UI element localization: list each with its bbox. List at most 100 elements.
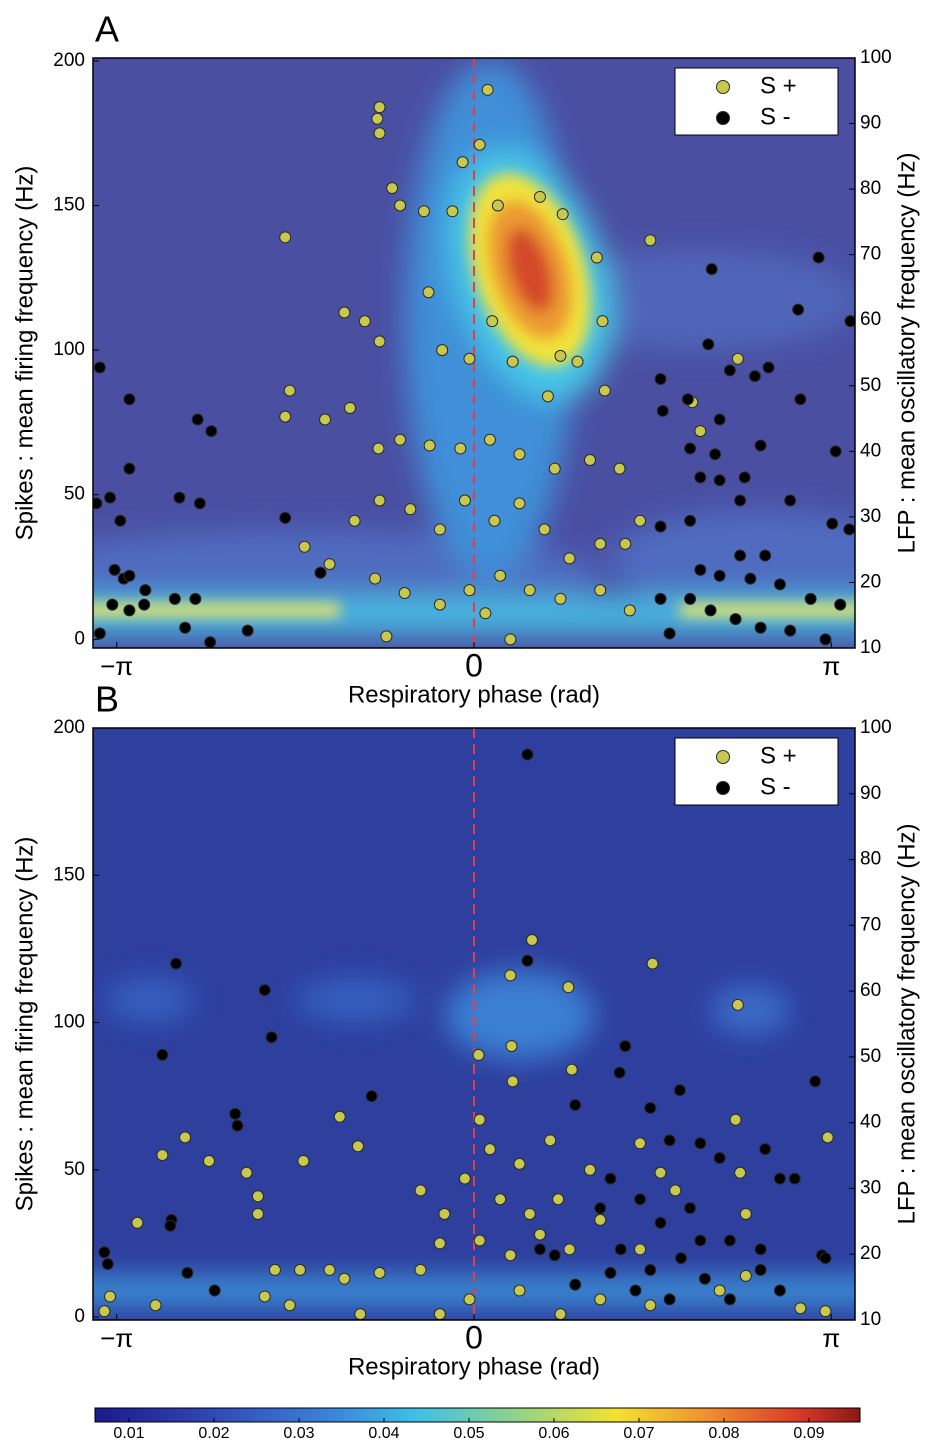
point (386, 182, 399, 195)
point (483, 433, 496, 446)
colorbar-tick-label: 0.02 (198, 1425, 229, 1442)
y2-tick-label: 90 (860, 113, 881, 134)
point (358, 315, 371, 328)
heatmap (93, 728, 855, 1320)
point (458, 1172, 471, 1185)
y2-tick-label: 20 (860, 1243, 881, 1264)
point (694, 1137, 707, 1150)
point (505, 1040, 518, 1053)
point (619, 1040, 632, 1053)
legend-label: S + (760, 72, 797, 99)
point (365, 1090, 378, 1103)
point (644, 1101, 657, 1114)
point (548, 1249, 561, 1262)
point (504, 1249, 517, 1262)
point (139, 584, 152, 597)
point (754, 439, 767, 452)
point (713, 413, 726, 426)
legend-label: S - (760, 773, 791, 800)
y2-tick-label: 60 (860, 309, 881, 330)
point (98, 1246, 111, 1259)
colorbar-tick-label: 0.06 (538, 1425, 569, 1442)
point (734, 549, 747, 562)
point (804, 592, 817, 605)
point (472, 1048, 485, 1061)
point (826, 517, 839, 530)
point (754, 1243, 767, 1256)
point (504, 633, 517, 646)
point (373, 494, 386, 507)
point (731, 998, 744, 1011)
y2-tick-label: 10 (860, 1309, 881, 1330)
point (556, 208, 569, 221)
point (819, 633, 832, 646)
point (483, 1143, 496, 1156)
point (170, 957, 183, 970)
point (156, 1149, 169, 1162)
point (834, 598, 847, 611)
point (101, 1258, 114, 1271)
colorbar-tick-label: 0.08 (708, 1425, 739, 1442)
point (108, 563, 121, 576)
point (634, 514, 647, 527)
point (404, 503, 417, 516)
point (569, 1278, 582, 1291)
y2-tick-label: 40 (860, 440, 881, 461)
point (713, 569, 726, 582)
legend-marker (716, 80, 730, 94)
point (205, 425, 218, 438)
point (594, 1202, 607, 1215)
colorbar-tick-label: 0.07 (623, 1425, 654, 1442)
point (563, 552, 576, 565)
point (754, 1263, 767, 1276)
x-axis-label: Respiratory phase (rad) (348, 681, 600, 708)
y2-tick-label: 20 (860, 571, 881, 592)
y-tick-label: 150 (53, 864, 85, 885)
point (463, 1293, 476, 1306)
point (433, 1308, 446, 1320)
point (204, 636, 217, 648)
point (552, 1193, 565, 1206)
point (773, 1172, 786, 1185)
y-tick-label: 100 (53, 339, 85, 360)
point (844, 315, 855, 328)
point (565, 1063, 578, 1076)
point (634, 1193, 647, 1206)
point (279, 231, 292, 244)
point (454, 442, 467, 455)
legend-marker (716, 750, 730, 764)
point (348, 514, 361, 527)
point (829, 445, 842, 458)
point (684, 1202, 697, 1215)
point (538, 523, 551, 536)
point (373, 335, 386, 348)
colorbar-tick-label: 0.01 (113, 1425, 144, 1442)
point (298, 540, 311, 553)
point (164, 1219, 177, 1232)
point (619, 537, 632, 550)
point (533, 1228, 546, 1241)
point (279, 511, 292, 524)
x-axis-label: Respiratory phase (rad) (348, 1353, 600, 1380)
point (229, 1107, 242, 1120)
point (258, 1290, 271, 1303)
point (494, 569, 507, 582)
point (344, 401, 357, 414)
point (319, 413, 332, 426)
point (819, 1252, 832, 1265)
point (394, 433, 407, 446)
point (590, 251, 603, 264)
y-axis-label: Spikes : mean firing frequency (Hz) (11, 837, 38, 1212)
point (656, 404, 669, 417)
point (739, 1269, 752, 1282)
point (323, 1263, 336, 1276)
y2-tick-label: 80 (860, 849, 881, 870)
point (179, 621, 192, 634)
point (562, 981, 575, 994)
point (644, 234, 657, 247)
point (654, 1216, 667, 1229)
legend-box (674, 737, 839, 806)
point (251, 1190, 264, 1203)
point (541, 390, 554, 403)
point (181, 1266, 194, 1279)
